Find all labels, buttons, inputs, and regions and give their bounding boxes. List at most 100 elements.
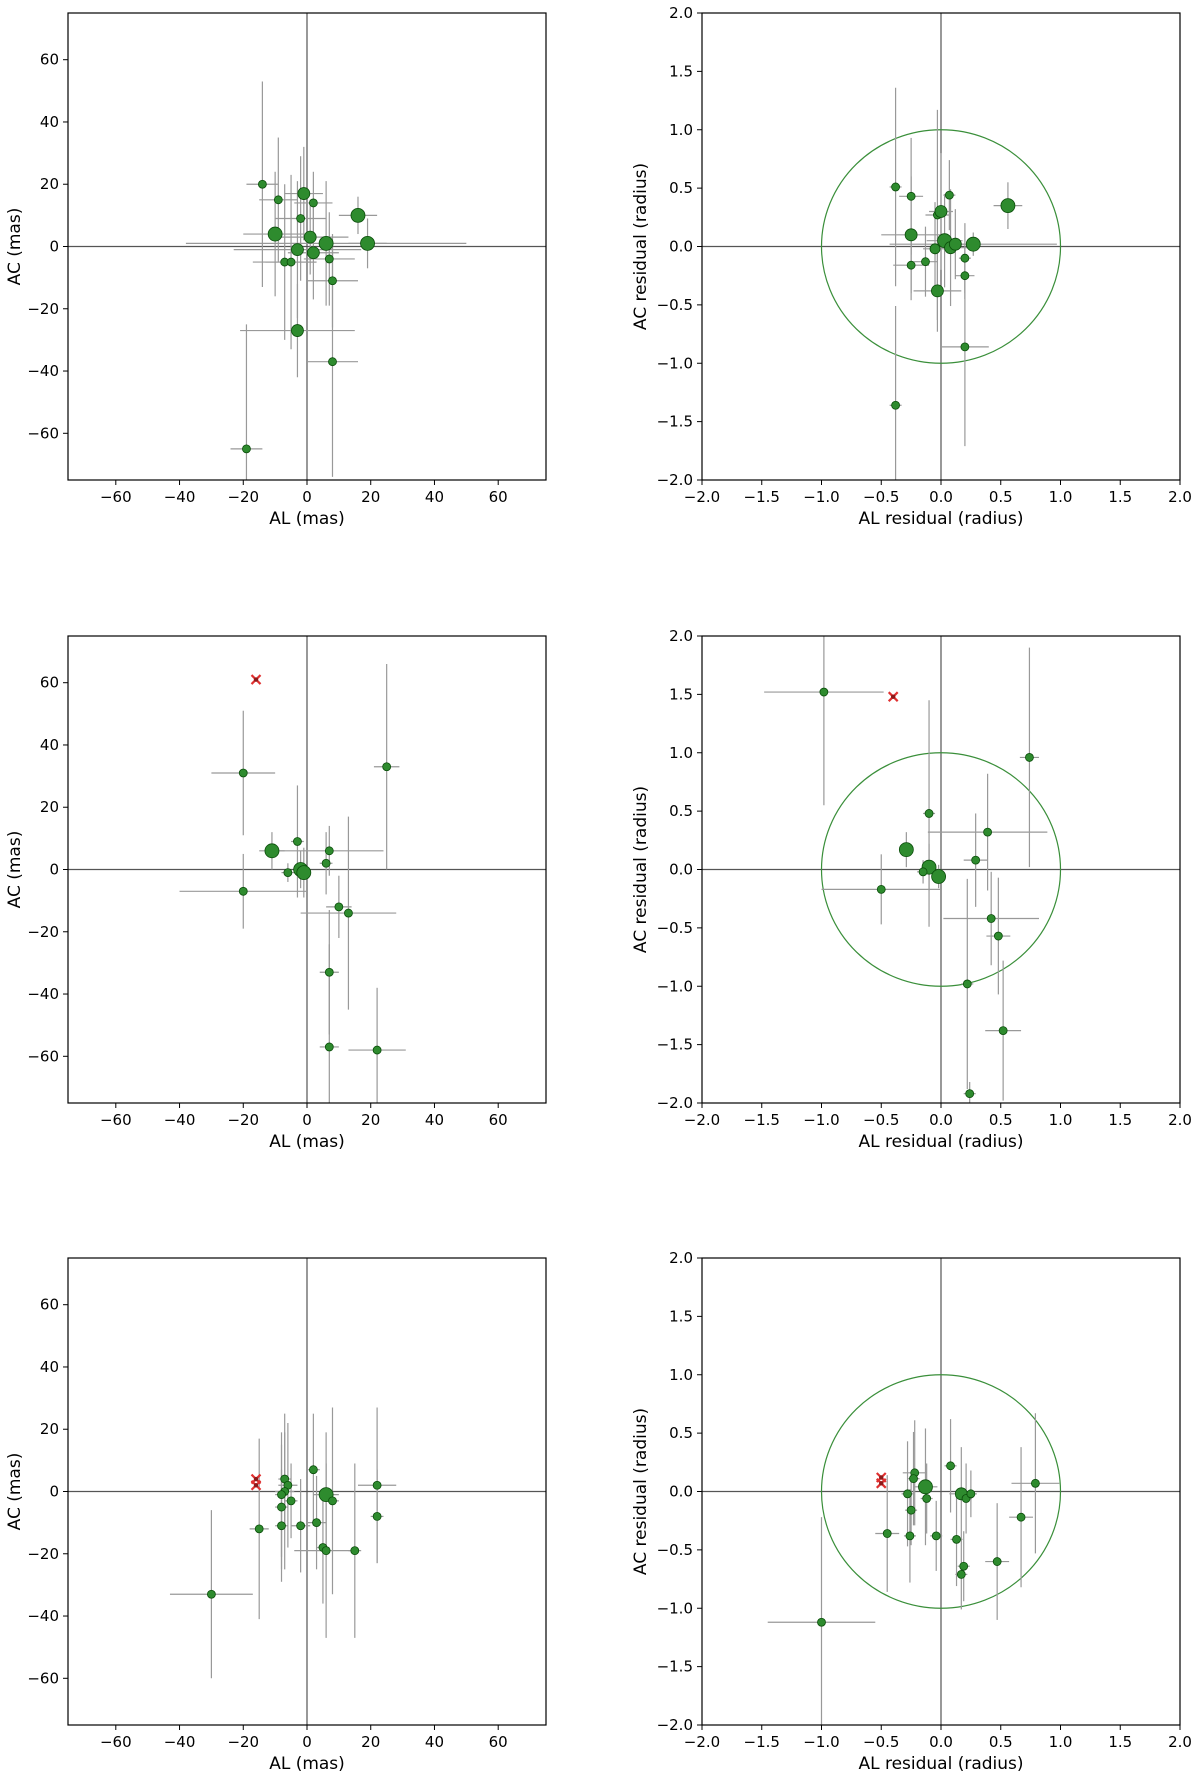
unit-circle — [820, 752, 1062, 987]
data-point — [960, 253, 970, 263]
x-tick-label: −20 — [227, 488, 259, 506]
y-tick-label: 1.0 — [669, 1366, 693, 1384]
data-point — [924, 809, 934, 818]
plot-area — [68, 13, 546, 480]
x-tick-label: 0.5 — [989, 1111, 1013, 1129]
x-tick-label: 20 — [361, 488, 380, 506]
x-tick-label: −60 — [100, 1733, 132, 1751]
x-tick-label: −1.0 — [803, 1111, 839, 1129]
x-tick-label: −1.0 — [803, 488, 839, 506]
y-axis-label: AC (mas) — [5, 1453, 25, 1531]
panel-1-right: −2.0 −1.5 −1.0 −0.5 0.0 0.5 1.0 1.5 2.0 −2.0 −1.5 −… — [631, 4, 1192, 529]
data-point — [1025, 753, 1034, 762]
data-point — [257, 179, 267, 189]
x-axis-label: AL residual (radius) — [858, 1754, 1023, 1774]
x-tick-label: −2.0 — [684, 1733, 720, 1751]
data-point — [293, 837, 302, 846]
x-tick-label: 1.5 — [1108, 488, 1132, 506]
panel-2-right: −2.0 −1.5 −1.0 −0.5 0.0 0.5 1.0 1.5 2.0 −2.0 −1.5 −… — [631, 627, 1192, 1152]
y-tick-label: 0.0 — [669, 861, 693, 879]
data-point — [898, 842, 914, 858]
data-point — [324, 254, 334, 264]
plot-area — [702, 13, 1180, 480]
y-tick-label: 1.5 — [669, 685, 693, 703]
y-tick-label: 20 — [40, 1420, 59, 1438]
x-tick-label: −1.5 — [744, 1111, 780, 1129]
data-point — [324, 846, 334, 856]
y-axis-label: AC (mas) — [5, 208, 25, 286]
y-tick-label: −60 — [27, 424, 59, 442]
y-tick-label: −1.5 — [657, 1036, 693, 1054]
y-tick-label: −0.5 — [657, 1541, 693, 1559]
x-tick-label: −2.0 — [684, 1111, 720, 1129]
data-point — [267, 226, 283, 242]
x-tick-label: 2.0 — [1168, 1111, 1192, 1129]
x-tick-label: 60 — [489, 1733, 508, 1751]
data-point — [291, 243, 304, 257]
y-tick-label: 40 — [40, 736, 59, 754]
data-point — [931, 869, 947, 884]
x-tick-label: 2.0 — [1168, 1733, 1192, 1751]
x-tick-label: 0 — [302, 488, 312, 506]
panel-3-right: −2.0 −1.5 −1.0 −0.5 0.0 0.5 1.0 1.5 2.0 −2.0 −1.5 −… — [631, 1249, 1192, 1774]
data-point — [965, 236, 981, 252]
data-point — [238, 886, 248, 896]
outlier-marker — [250, 1479, 262, 1491]
y-tick-label: −20 — [27, 923, 59, 941]
x-tick-label: −60 — [100, 488, 132, 506]
y-tick-label: 2.0 — [669, 1249, 693, 1267]
data-point — [306, 246, 320, 260]
data-point — [321, 1546, 331, 1556]
data-point — [350, 207, 366, 223]
data-point — [992, 1557, 1002, 1566]
x-tick-label: 40 — [425, 1111, 444, 1129]
y-tick-label: 40 — [40, 1358, 59, 1376]
data-point — [254, 1524, 264, 1534]
y-tick-label: 0 — [49, 1483, 59, 1501]
x-tick-label: 1.5 — [1108, 1733, 1132, 1751]
y-tick-label: 60 — [40, 1296, 59, 1314]
data-point — [286, 1496, 296, 1506]
data-point — [904, 228, 918, 242]
data-point — [906, 1505, 916, 1515]
data-point — [906, 260, 916, 270]
x-tick-label: 0.0 — [929, 1111, 953, 1129]
data-point — [1016, 1512, 1026, 1522]
x-tick-label: 1.5 — [1108, 1111, 1132, 1129]
x-tick-label: 1.0 — [1049, 488, 1073, 506]
data-point — [993, 931, 1003, 941]
y-tick-label: 0.5 — [669, 1424, 693, 1442]
y-tick-label: −0.5 — [657, 919, 693, 937]
y-tick-label: 60 — [40, 51, 59, 69]
y-tick-label: −1.5 — [657, 413, 693, 431]
y-tick-label: −2.0 — [657, 471, 693, 489]
y-tick-label: −2.0 — [657, 1716, 693, 1734]
data-point — [297, 187, 311, 200]
x-tick-label: 2.0 — [1168, 488, 1192, 506]
y-tick-label: 1.5 — [669, 1307, 693, 1325]
y-tick-label: 0.5 — [669, 802, 693, 820]
data-point — [882, 1529, 892, 1538]
data-point — [959, 1561, 969, 1571]
data-point — [918, 867, 928, 877]
data-point — [905, 1531, 915, 1541]
x-tick-label: −2.0 — [684, 488, 720, 506]
x-tick-label: −1.5 — [744, 1733, 780, 1751]
data-point — [324, 1042, 334, 1052]
y-tick-label: 2.0 — [669, 627, 693, 645]
data-point — [983, 827, 993, 837]
y-tick-label: 0 — [49, 861, 59, 879]
data-point — [242, 444, 251, 454]
y-tick-label: 0 — [49, 238, 59, 256]
x-tick-label: −20 — [227, 1733, 259, 1751]
x-axis-label: AL (mas) — [269, 509, 345, 529]
data-point — [324, 967, 334, 977]
x-tick-label: −0.5 — [863, 1111, 899, 1129]
data-point — [308, 1465, 318, 1475]
data-point — [966, 1489, 976, 1499]
data-point — [922, 1494, 932, 1503]
data-point — [328, 357, 337, 367]
data-point — [360, 235, 375, 251]
data-point — [946, 1461, 955, 1471]
